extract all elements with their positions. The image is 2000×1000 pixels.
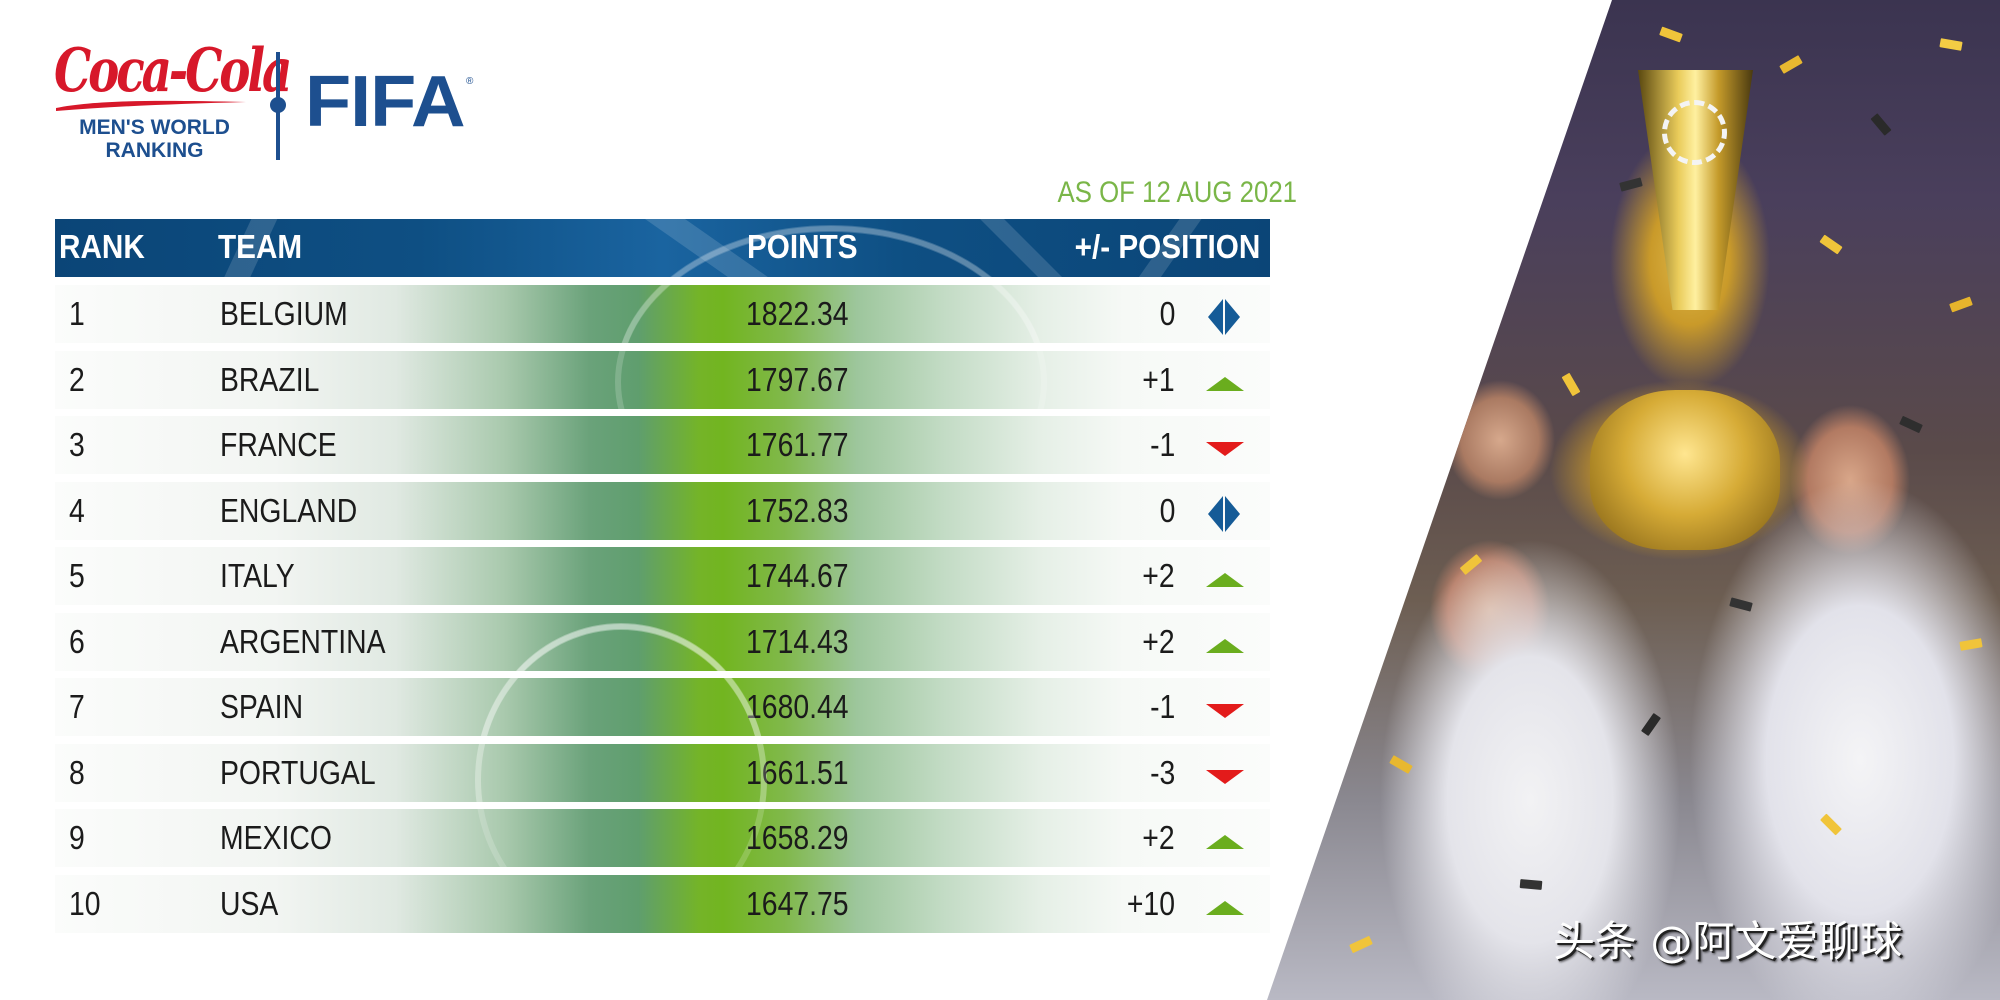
points-cell: 1744.67 <box>746 557 849 594</box>
team-cell: SPAIN <box>220 688 304 725</box>
coca-cola-swoosh-icon <box>56 100 246 111</box>
table-row: 8 PORTUGAL 1661.51 -3 <box>55 623 1270 936</box>
change-cell: -3 <box>1149 753 1175 791</box>
team-cell: BELGIUM <box>220 295 348 332</box>
points-cell: 1714.43 <box>746 622 849 660</box>
team-cell: MEXICO <box>220 819 332 856</box>
confetti <box>1519 879 1543 890</box>
rank-cell: 2 <box>69 360 85 398</box>
table-row: 10 USA 1647.75 +10 <box>55 874 1270 933</box>
rank-cell: 4 <box>69 491 85 529</box>
rank-cell: 3 <box>69 426 85 463</box>
confetti <box>1729 597 1753 612</box>
column-header-points: POINTS <box>747 228 858 265</box>
confetti <box>1870 113 1892 136</box>
triangle-down-icon <box>1204 758 1244 792</box>
column-header-position-change: +/- POSITION <box>1074 228 1260 265</box>
points-cell: 1661.51 <box>746 753 849 791</box>
celebration-photo <box>1267 0 2000 1000</box>
confetti <box>1779 55 1803 74</box>
change-cell: +10 <box>1126 884 1175 922</box>
coca-cola-logo: Coca-Cola <box>52 36 292 111</box>
table-row: 9 MEXICO 1658.29 +2 <box>55 624 1270 936</box>
no-change-diamond-icon <box>1204 495 1244 532</box>
triangle-down-icon <box>1204 430 1244 464</box>
triangle-up-icon <box>1204 365 1244 399</box>
triangle-up-icon <box>1204 823 1244 857</box>
change-cell: +1 <box>1142 360 1175 398</box>
team-cell: ARGENTINA <box>220 622 386 660</box>
confetti <box>1949 296 1973 313</box>
table-row: 6 ARGENTINA 1714.43 +2 <box>55 612 1270 935</box>
table-row: 1 BELGIUM 1822.34 0 <box>55 225 1270 537</box>
table-row: 5 ITALY 1744.67 +2 <box>55 547 1270 605</box>
coca-cola-wordmark: Coca-Cola <box>54 36 292 106</box>
confetti <box>1619 177 1643 192</box>
team-cell: ENGLAND <box>220 491 358 529</box>
triangle-up-icon <box>1204 627 1244 661</box>
confetti <box>1389 755 1413 774</box>
table-row: 7 SPAIN 1680.44 -1 <box>55 623 1270 935</box>
confetti <box>1349 935 1373 954</box>
rank-cell: 10 <box>69 884 101 922</box>
as-of-date: AS OF 12 AUG 2021 <box>1057 176 1298 209</box>
table-row: 3 FRANCE 1761.77 -1 <box>55 416 1270 474</box>
triangle-up-icon <box>1204 889 1244 923</box>
rank-cell: 8 <box>69 753 85 791</box>
rank-cell: 6 <box>69 622 85 660</box>
confetti <box>1459 553 1483 576</box>
team-cell: ITALY <box>220 557 295 594</box>
team-cell: BRAZIL <box>220 360 320 398</box>
confetti <box>1641 712 1661 737</box>
confetti <box>1819 234 1843 255</box>
team-cell: PORTUGAL <box>220 753 376 791</box>
registered-mark: ® <box>466 76 474 87</box>
table-row: 4 ENGLAND 1752.83 0 <box>55 481 1270 540</box>
header-decor-stripe <box>970 219 1084 277</box>
fifa-logo: FIFA <box>305 62 466 142</box>
change-cell: +2 <box>1142 819 1175 856</box>
logo-subtitle-line1: MEN'S WORLD <box>79 116 230 139</box>
logo-divider-dot-icon <box>270 97 286 113</box>
team-cell: FRANCE <box>220 426 337 463</box>
confetti <box>1959 638 1983 651</box>
change-cell: +2 <box>1142 557 1175 594</box>
watermark: 头条 @阿文爱聊球 <box>1553 917 1903 966</box>
points-cell: 1680.44 <box>746 688 849 725</box>
confetti <box>1561 372 1581 397</box>
points-cell: 1658.29 <box>746 819 849 856</box>
triangle-up-icon <box>1204 561 1244 595</box>
confetti <box>1820 813 1842 836</box>
confetti <box>1939 38 1963 51</box>
rank-cell: 5 <box>69 557 85 594</box>
column-header-team: TEAM <box>218 228 303 265</box>
rank-cell: 9 <box>69 819 85 856</box>
rank-cell: 7 <box>69 688 85 725</box>
change-cell: -1 <box>1149 426 1175 463</box>
rank-cell: 1 <box>69 295 85 332</box>
trophy-emblem-icon <box>1662 100 1727 165</box>
points-cell: 1761.77 <box>746 426 849 463</box>
trophy-base <box>1590 390 1780 550</box>
column-header-rank: RANK <box>59 228 145 265</box>
points-cell: 1647.75 <box>746 884 849 922</box>
confetti <box>1659 26 1683 43</box>
change-cell: 0 <box>1159 491 1175 529</box>
ranking-logo: Coca-Cola MEN'S WORLD RANKING FIFA ® <box>52 36 492 170</box>
points-cell: 1752.83 <box>746 491 849 529</box>
no-change-diamond-icon <box>1204 299 1244 335</box>
change-cell: 0 <box>1159 295 1175 332</box>
logo-subtitle-line2: RANKING <box>105 139 204 162</box>
logo-subtitle: MEN'S WORLD RANKING <box>52 116 257 162</box>
table-header: RANK TEAM POINTS +/- POSITION <box>55 219 1270 277</box>
team-cell: USA <box>220 884 279 922</box>
change-cell: +2 <box>1142 622 1175 660</box>
triangle-down-icon <box>1204 692 1244 726</box>
change-cell: -1 <box>1149 688 1175 725</box>
table-row: 2 BRAZIL 1797.67 +1 <box>55 225 1270 538</box>
points-cell: 1797.67 <box>746 360 849 398</box>
points-cell: 1822.34 <box>746 295 849 332</box>
confetti <box>1899 415 1923 434</box>
